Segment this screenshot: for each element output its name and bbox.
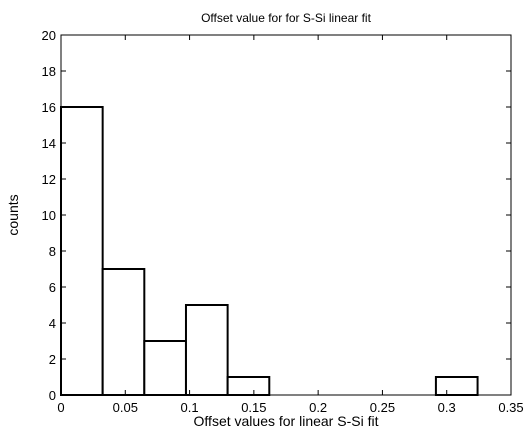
histogram-bar — [60, 106, 104, 396]
x-tick-label: 0.25 — [370, 400, 395, 415]
y-tick-label: 10 — [42, 208, 56, 223]
y-tick-label: 14 — [42, 136, 56, 151]
x-tick-label: 0.1 — [181, 400, 199, 415]
histogram-bar — [184, 304, 229, 396]
y-tick-label: 20 — [42, 28, 56, 43]
y-tick-label: 16 — [42, 100, 56, 115]
histogram-bar — [101, 268, 146, 396]
y-axis-title: counts — [5, 194, 21, 235]
y-tick-label: 2 — [49, 352, 56, 367]
y-tick-label: 8 — [49, 244, 56, 259]
x-tick-label: 0.35 — [498, 400, 523, 415]
x-axis: 0 0.05 0.1 0.15 0.2 0.25 0.3 0.35 — [57, 35, 524, 415]
y-tick-label: 4 — [49, 316, 56, 331]
y-tick-label: 18 — [42, 64, 56, 79]
y-tick-label: 0 — [49, 388, 56, 403]
bars-group — [60, 106, 479, 396]
x-tick-label: 0.05 — [113, 400, 138, 415]
y-axis: 0 2 4 6 8 10 12 14 16 18 20 — [42, 28, 511, 403]
histogram-bar — [226, 376, 271, 396]
y-tick-label: 12 — [42, 172, 56, 187]
x-tick-label: 0.3 — [438, 400, 456, 415]
x-tick-label: 0.15 — [241, 400, 266, 415]
y-tick-label: 6 — [49, 280, 56, 295]
x-tick-label: 0 — [57, 400, 64, 415]
histogram-bar — [143, 340, 187, 396]
x-tick-label: 0.2 — [309, 400, 327, 415]
histogram-bar — [434, 376, 479, 396]
x-axis-title: Offset values for linear S-Si fit — [194, 413, 379, 429]
chart-title: Offset value for for S-Si linear fit — [201, 11, 372, 25]
